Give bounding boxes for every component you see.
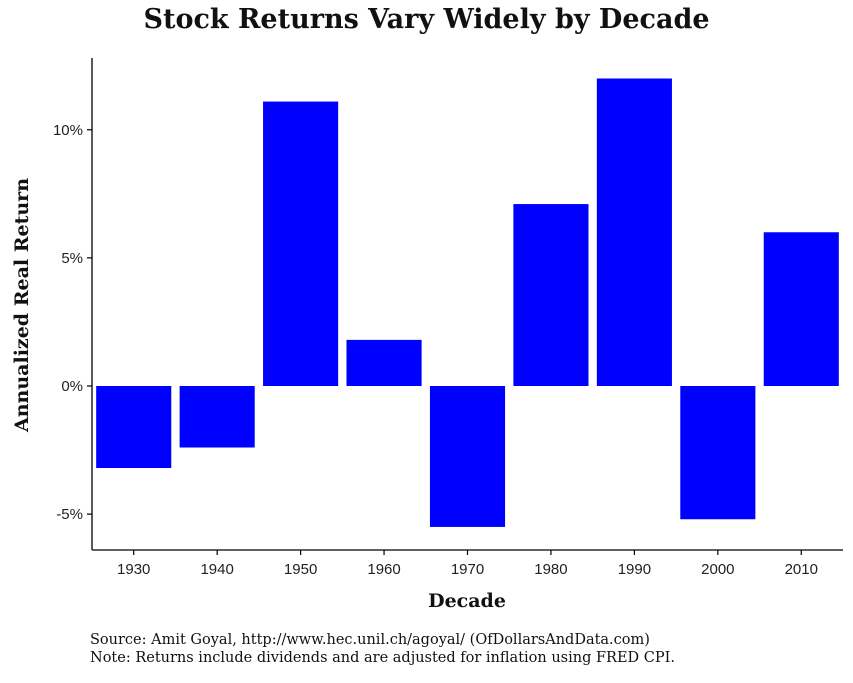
y-tick-label: 0% [61,378,83,395]
y-tick-label: 5% [61,250,83,267]
x-tick-label: 2010 [785,561,818,578]
chart-title: Stock Returns Vary Widely by Decade [143,4,710,35]
bar-1990 [596,78,672,386]
x-tick-label: 1960 [367,561,400,578]
x-tick-label: 1930 [117,561,150,578]
bars-group [96,78,839,527]
y-tick-label: 10% [53,122,83,139]
bar-1960 [346,339,422,386]
bar-1950 [263,101,339,386]
y-tick-label: -5% [56,506,83,523]
source-note: Source: Amit Goyal, http://www.hec.unil.… [90,632,650,648]
x-tick-label: 2000 [701,561,734,578]
bar-1980 [513,204,589,386]
bar-1930 [96,386,172,468]
x-axis-label: Decade [428,590,506,612]
bar-2010 [763,232,839,386]
x-tick-label: 1950 [284,561,317,578]
bar-2000 [680,386,756,520]
bar-1940 [179,386,255,448]
inflation-note: Note: Returns include dividends and are … [90,650,675,666]
bar-1970 [429,386,506,527]
x-tick-label: 1990 [618,561,651,578]
axes-group: -5% 0% 5% 10% 1930 1940 1950 1960 1970 1980 1990 20… [53,58,843,578]
x-tick-label: 1940 [200,561,233,578]
x-tick-label: 1980 [534,561,567,578]
x-tick-label: 1970 [451,561,484,578]
